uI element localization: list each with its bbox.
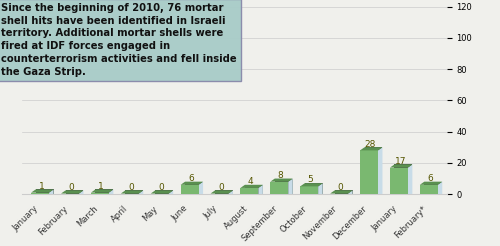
- Bar: [245, 185, 263, 194]
- Polygon shape: [258, 185, 263, 194]
- Polygon shape: [49, 189, 54, 194]
- Text: 5: 5: [308, 175, 314, 184]
- Text: 0: 0: [128, 183, 134, 192]
- Bar: [91, 193, 109, 194]
- Polygon shape: [210, 190, 233, 194]
- Text: 4: 4: [248, 177, 254, 186]
- Bar: [155, 190, 173, 194]
- Text: 0: 0: [218, 183, 224, 192]
- Polygon shape: [408, 165, 412, 194]
- Polygon shape: [438, 182, 442, 194]
- Polygon shape: [330, 190, 352, 194]
- Bar: [126, 190, 144, 194]
- Bar: [390, 168, 408, 194]
- Polygon shape: [240, 185, 263, 188]
- Bar: [36, 189, 54, 194]
- Bar: [360, 150, 378, 194]
- Text: 6: 6: [188, 174, 194, 183]
- Polygon shape: [109, 189, 114, 194]
- Bar: [334, 190, 352, 194]
- Bar: [420, 185, 438, 194]
- Polygon shape: [348, 190, 352, 194]
- Bar: [31, 193, 49, 194]
- Bar: [270, 182, 288, 194]
- Polygon shape: [61, 190, 84, 194]
- Bar: [304, 183, 322, 194]
- Text: Since the beginning of 2010, 76 mortar
shell hits have been identified in Israel: Since the beginning of 2010, 76 mortar s…: [1, 3, 236, 77]
- Polygon shape: [91, 189, 114, 193]
- Polygon shape: [318, 183, 322, 194]
- Polygon shape: [420, 182, 442, 185]
- Bar: [66, 190, 84, 194]
- Bar: [240, 188, 258, 194]
- Polygon shape: [228, 190, 233, 194]
- Text: 8: 8: [278, 171, 283, 180]
- Polygon shape: [150, 190, 173, 194]
- Bar: [215, 190, 233, 194]
- Bar: [96, 189, 114, 194]
- Bar: [364, 147, 382, 194]
- Text: 1: 1: [38, 182, 44, 191]
- Text: 0: 0: [68, 183, 74, 192]
- Text: 17: 17: [394, 157, 406, 166]
- Polygon shape: [288, 179, 293, 194]
- Text: 0: 0: [338, 183, 344, 192]
- Polygon shape: [79, 190, 84, 194]
- Polygon shape: [300, 183, 322, 186]
- Bar: [424, 182, 442, 194]
- Polygon shape: [139, 190, 143, 194]
- Polygon shape: [378, 147, 382, 194]
- Polygon shape: [180, 182, 203, 185]
- Polygon shape: [390, 165, 412, 168]
- Polygon shape: [360, 147, 382, 150]
- Bar: [394, 165, 412, 194]
- Bar: [275, 179, 293, 194]
- Text: 0: 0: [158, 183, 164, 192]
- Text: 1: 1: [98, 182, 104, 191]
- Polygon shape: [31, 189, 54, 193]
- Bar: [185, 182, 203, 194]
- Text: 6: 6: [428, 174, 433, 183]
- Polygon shape: [198, 182, 203, 194]
- Polygon shape: [168, 190, 173, 194]
- Bar: [180, 185, 198, 194]
- Polygon shape: [121, 190, 144, 194]
- Bar: [300, 186, 318, 194]
- Text: 28: 28: [364, 139, 376, 149]
- Polygon shape: [270, 179, 293, 182]
